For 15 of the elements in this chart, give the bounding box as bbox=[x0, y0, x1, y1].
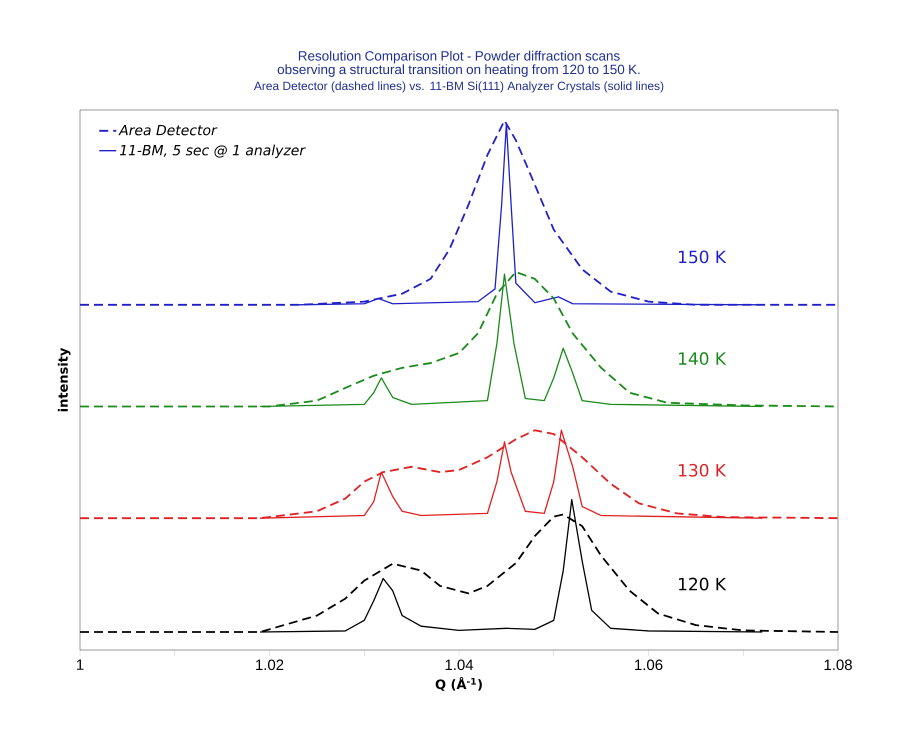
legend-label: 11-BM, 5 sec @ 1 analyzer bbox=[120, 144, 306, 158]
x-axis-title: Q (Å$^{-1}$) bbox=[436, 676, 482, 691]
annotation: 140 K bbox=[679, 352, 726, 365]
x-tick-label: 1 bbox=[76, 660, 84, 670]
y-axis-title: intensity bbox=[58, 348, 70, 412]
x-tick-label: 1.06 bbox=[635, 660, 662, 670]
annotation: 150 K bbox=[679, 250, 726, 264]
x-tick-label: 1.08 bbox=[824, 660, 852, 670]
legend-label: Area Detector bbox=[118, 124, 218, 136]
chart-title: Resolution Comparison Plot - Powder diffraction scans observing a structural transition on heating from 120 to 150 K. bbox=[278, 50, 640, 77]
annotation: 130 K bbox=[679, 464, 726, 477]
x-tick-label: 1.02 bbox=[256, 660, 284, 670]
x-tick-label: 1.04 bbox=[446, 660, 474, 670]
annotation: 120 K bbox=[679, 578, 726, 590]
chart-subtitle: Area Detector (dashed lines) vs. 11-BM Si(111) Analyzer Crystals (solid lines) bbox=[254, 81, 664, 92]
